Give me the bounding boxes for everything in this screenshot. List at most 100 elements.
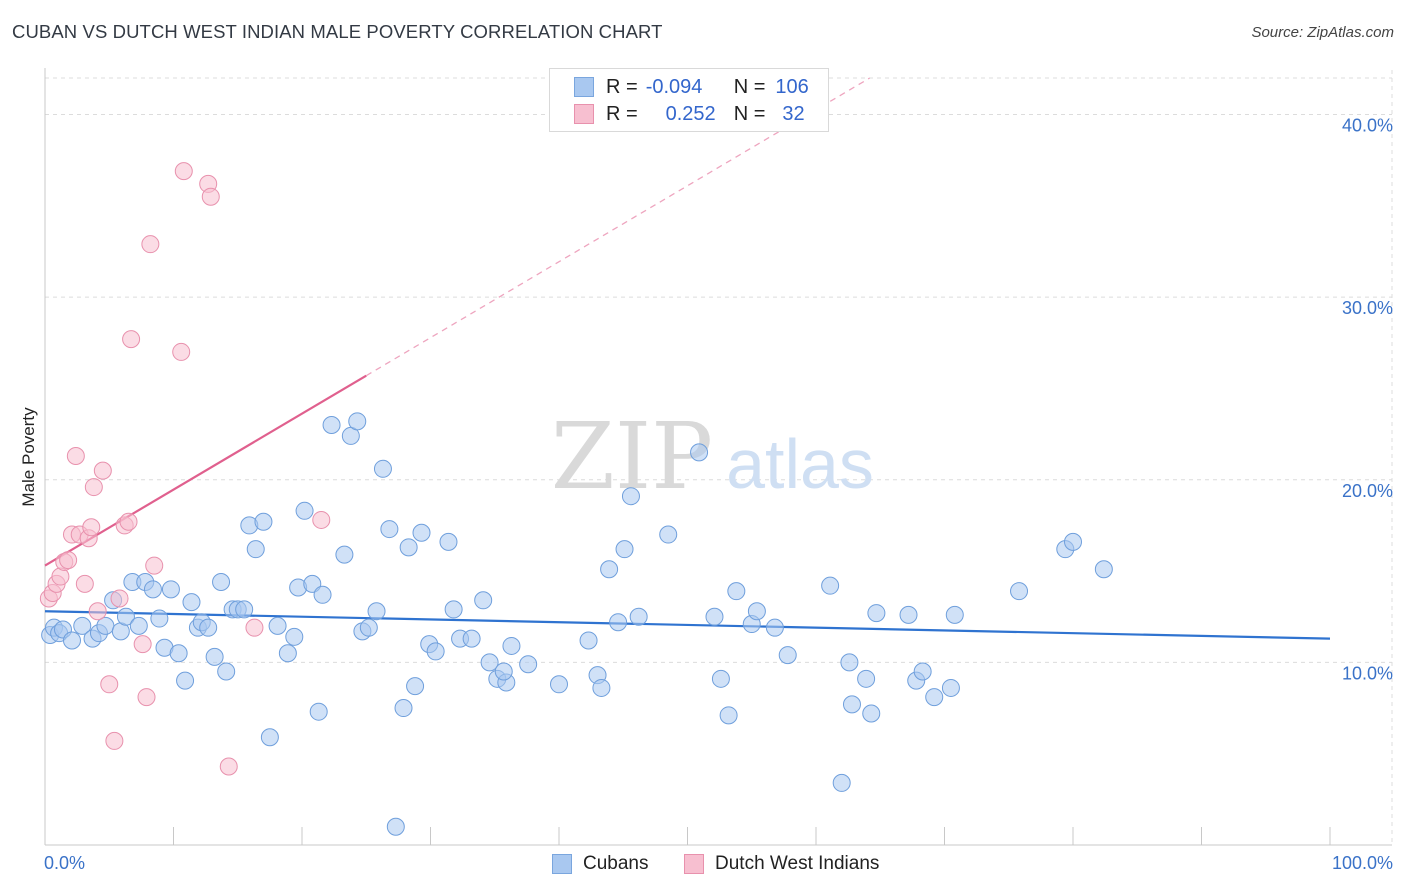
legend-r-value: -0.094 [645,75,703,98]
data-point [93,461,112,480]
y-tick-label: 30.0% [1342,298,1393,318]
data-point [474,591,493,610]
data-point [867,604,886,623]
y-tick-label: 40.0% [1342,116,1393,136]
data-point [778,646,797,665]
series-dutch-west-indians [39,162,331,776]
data-point [862,704,881,723]
legend-r-label: R = [606,75,638,98]
gridlines [45,70,1393,845]
data-point [412,523,431,542]
data-point [143,580,162,599]
bottom-legend-label-dutch-west-indians: Dutch West Indians [715,853,880,874]
data-point [579,631,598,650]
data-point [494,662,513,681]
x-tick-label: 0.0% [44,853,85,873]
data-point [312,510,331,529]
data-point [100,675,119,694]
data-point [217,662,236,681]
data-point [719,706,738,725]
source-label: Source: ZipAtlas.com [1251,24,1394,41]
data-point [439,532,458,551]
data-point [600,560,619,579]
data-point [285,627,304,646]
data-points [39,162,1113,836]
data-point [169,644,188,663]
data-point [1094,560,1113,579]
data-point [621,487,640,506]
legend-row-dutch-west-indians: R = 0.252 N = 32 [574,102,805,126]
data-point [592,678,611,697]
data-point [941,678,960,697]
data-point [212,573,231,592]
y-tick-label: 10.0% [1342,663,1393,683]
data-point [82,518,101,537]
data-point [386,817,405,836]
bottom-legend-swatch-cubans [552,854,572,874]
bottom-legend-dutch-west-indians: Dutch West Indians [684,852,879,876]
data-point [406,677,425,696]
watermark-atlas: atlas [726,425,874,503]
watermark: ZIP atlas [551,403,874,510]
x-tick-label: 100.0% [1332,853,1393,873]
data-point [59,551,78,570]
data-point [105,731,124,750]
data-point [137,688,156,707]
data-point [711,669,730,688]
data-point [205,647,224,666]
data-point [201,187,220,206]
data-point [1010,582,1029,601]
data-point [84,478,103,497]
bottom-legend-swatch-dutch-west-indians [684,854,704,874]
data-point [399,538,418,557]
legend-n-value: 32 [782,102,805,125]
bottom-legend-cubans: Cubans [552,852,649,876]
y-axis-label: Male Poverty [19,407,38,507]
data-point [629,607,648,626]
legend-n-label: N = [733,75,766,98]
data-point [141,235,160,254]
data-point [842,695,861,714]
data-point [367,602,386,621]
data-point [295,501,314,520]
data-point [857,669,876,688]
data-point [444,600,463,619]
data-point [765,618,784,637]
legend-swatch-cubans [574,77,594,97]
correlation-legend: R = -0.094 N = 106 R = 0.252 N = 32 [549,68,829,132]
data-point [110,589,129,608]
data-point [75,574,94,593]
data-point [219,757,238,776]
y-tick-label: 20.0% [1342,481,1393,501]
data-point [426,642,445,661]
data-point [172,342,191,361]
bottom-legend-label-cubans: Cubans [583,853,649,874]
data-point [913,662,932,681]
data-point [502,636,521,655]
data-point [380,520,399,539]
data-point [235,600,254,619]
legend-r-value: 0.252 [665,102,716,125]
data-point [609,613,628,632]
data-point [254,512,273,531]
data-point [727,582,746,601]
data-point [260,728,279,747]
data-point [182,593,201,612]
data-point [925,688,944,707]
data-point [519,655,538,674]
legend-swatch-dutch-west-indians [574,104,594,124]
trend-line-cubans [44,610,1331,640]
data-point [945,605,964,624]
data-point [821,576,840,595]
data-point [348,412,367,431]
legend-row-cubans: R = -0.094 N = 106 [574,75,809,99]
data-point [335,545,354,564]
series-cubans [41,412,1113,836]
data-point [62,631,81,650]
data-point [199,618,218,637]
data-point [174,162,193,181]
data-point [150,609,169,628]
data-point [690,443,709,462]
data-point [1064,532,1082,551]
